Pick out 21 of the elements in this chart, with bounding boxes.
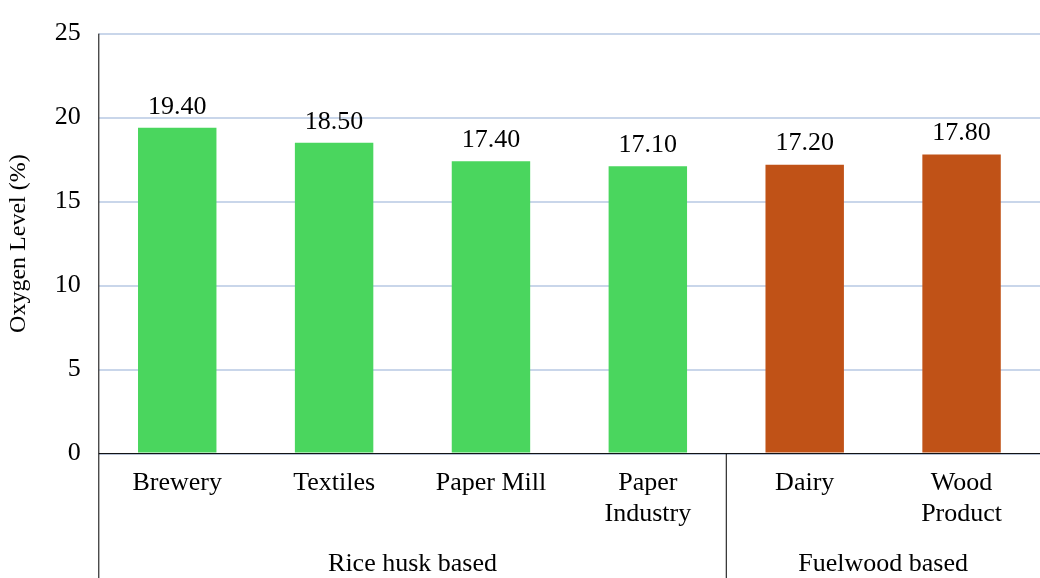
y-tick-label: 20 xyxy=(54,101,81,131)
x-tick-label: Brewery xyxy=(132,467,222,497)
y-tick-label: 5 xyxy=(67,353,81,383)
x-tick-label: Textiles xyxy=(293,467,376,497)
data-label: 18.50 xyxy=(304,105,364,135)
data-label: 17.20 xyxy=(775,127,834,157)
y-axis-title: Oxygen Level (%) xyxy=(3,154,30,333)
y-tick-label: 10 xyxy=(54,269,81,299)
text: Fuelwood based xyxy=(798,547,968,577)
x-tick-label: Paper Mill xyxy=(435,467,547,497)
x-tick-label: Dairy xyxy=(775,467,835,497)
y-tick-label: 15 xyxy=(54,185,81,215)
data-label: 17.10 xyxy=(618,129,678,159)
y-tick-label: 0 xyxy=(67,437,81,467)
x-tick-label: Paper Industry xyxy=(604,467,692,528)
data-label: 19.40 xyxy=(147,90,207,120)
y-tick-label: 25 xyxy=(54,17,81,47)
data-label: 17.80 xyxy=(932,117,991,147)
data-label: 17.40 xyxy=(461,124,521,154)
text: Rice husk based xyxy=(328,547,498,577)
x-tick-label: Wood Product xyxy=(921,467,1003,528)
